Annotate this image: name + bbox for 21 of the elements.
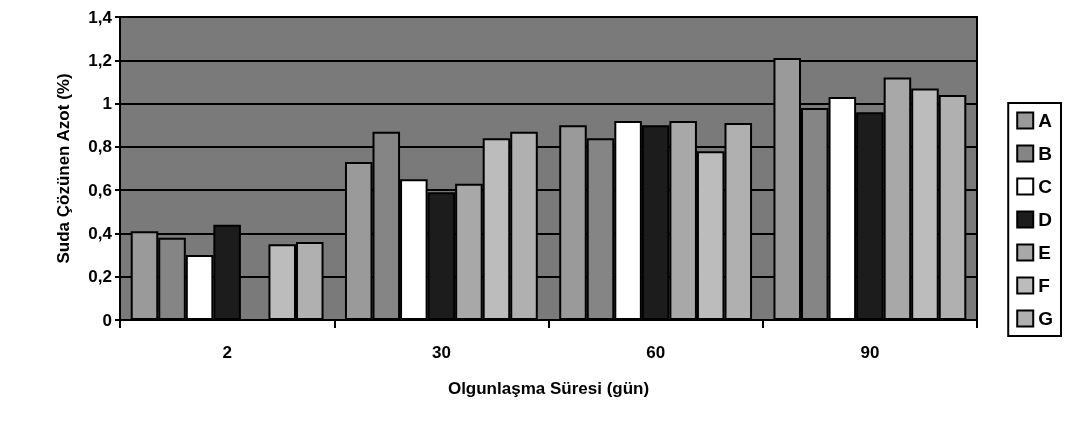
x-tick-label: 90 [860,343,880,362]
y-tick-label: 1 [102,94,112,114]
y-tick-label: 0 [102,310,112,330]
legend-label: B [1038,143,1052,164]
y-axis-title: Suda Çözünen Azot (%) [54,73,73,264]
legend-label: D [1038,209,1052,230]
legend-label: G [1038,308,1053,329]
y-tick-label: 0,4 [88,223,113,243]
legend-label: A [1038,110,1053,131]
legend-label: C [1038,176,1053,197]
x-tick-label: 2 [222,343,232,362]
x-tick-label: 30 [431,343,451,362]
x-axis-title: Olgunlaşma Süresi (gün) [447,379,650,398]
x-tick-label: 60 [646,343,666,362]
y-tick-label: 1,2 [88,50,112,70]
legend-label: E [1038,242,1051,263]
y-tick-label: 1,4 [88,7,113,27]
y-tick-label: 0,6 [88,180,112,200]
legend-label: F [1038,275,1050,296]
y-tick-label: 0,2 [88,267,112,287]
y-tick-label: 0,8 [88,137,112,157]
